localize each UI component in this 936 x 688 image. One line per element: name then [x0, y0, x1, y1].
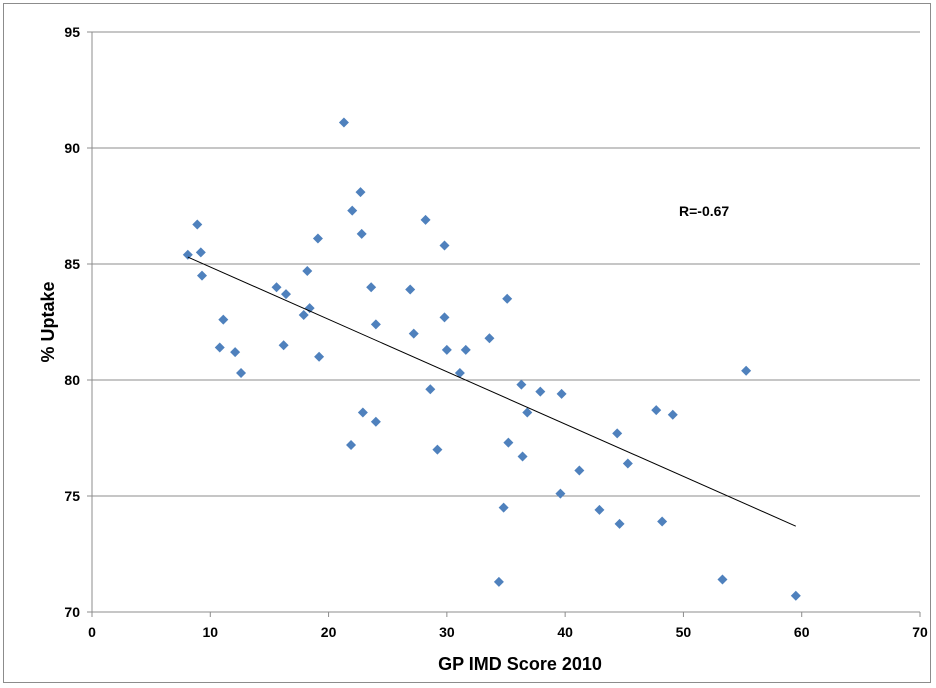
data-point — [498, 502, 509, 513]
x-tick-label: 20 — [321, 624, 337, 640]
data-point — [197, 270, 208, 281]
data-point — [717, 574, 728, 585]
y-tick-label: 85 — [64, 256, 80, 272]
data-point — [356, 228, 367, 239]
data-point — [192, 219, 203, 230]
data-point — [522, 407, 533, 418]
gridlines — [92, 31, 920, 613]
axes — [87, 31, 921, 617]
x-tick-label: 10 — [202, 624, 218, 640]
data-point — [278, 340, 289, 351]
data-point — [408, 328, 419, 339]
data-point — [236, 368, 247, 379]
data-point — [517, 451, 528, 462]
y-tick-labels: 70 75 80 85 90 95 — [64, 24, 80, 620]
x-tick-label: 30 — [439, 624, 455, 640]
data-point — [484, 333, 495, 344]
data-point — [503, 437, 514, 448]
data-point — [612, 428, 623, 439]
data-point — [218, 314, 229, 325]
x-tick-label: 70 — [912, 624, 928, 640]
data-point — [302, 265, 313, 276]
data-point — [280, 289, 291, 300]
data-point — [535, 386, 546, 397]
data-point — [346, 439, 357, 450]
y-tick-label: 90 — [64, 140, 80, 156]
x-tick-label: 50 — [676, 624, 692, 640]
data-point — [460, 344, 471, 355]
data-point — [622, 458, 633, 469]
data-point — [370, 416, 381, 427]
data-point — [347, 205, 358, 216]
y-axis-title: % Uptake — [38, 281, 58, 362]
correlation-annotation: R=-0.67 — [679, 203, 729, 219]
data-point — [493, 576, 504, 587]
data-point — [614, 518, 625, 529]
x-tick-labels: 0 10 20 30 40 50 60 70 — [88, 624, 928, 640]
trendline — [187, 256, 797, 527]
data-point — [214, 342, 225, 353]
data-point — [454, 368, 465, 379]
data-point — [741, 365, 752, 376]
x-tick-label: 40 — [557, 624, 573, 640]
y-tick-label: 75 — [64, 488, 80, 504]
data-point — [657, 516, 668, 527]
data-point — [556, 388, 567, 399]
data-point — [555, 488, 566, 499]
data-point — [439, 240, 450, 251]
data-point — [516, 379, 527, 390]
data-point — [298, 310, 309, 321]
y-tick-label: 95 — [64, 24, 80, 40]
data-point — [366, 282, 377, 293]
data-point — [439, 312, 450, 323]
y-tick-label: 70 — [64, 604, 80, 620]
data-point — [195, 247, 206, 258]
data-point — [667, 409, 678, 420]
data-point — [314, 351, 325, 362]
data-point — [502, 293, 513, 304]
data-point — [425, 384, 436, 395]
x-tick-label: 0 — [88, 624, 96, 640]
data-point — [405, 284, 416, 295]
data-point — [355, 187, 366, 198]
data-point — [357, 407, 368, 418]
data-point — [651, 405, 662, 416]
data-point — [432, 444, 443, 455]
data-point — [304, 303, 315, 314]
data-points — [182, 117, 801, 601]
data-point — [338, 117, 349, 128]
x-tick-label: 60 — [794, 624, 810, 640]
data-point — [271, 282, 282, 293]
data-point — [790, 590, 801, 601]
data-point — [370, 319, 381, 330]
data-point — [230, 347, 241, 358]
data-point — [312, 233, 323, 244]
data-point — [594, 504, 605, 515]
data-point — [182, 249, 193, 260]
data-point — [574, 465, 585, 476]
data-point — [441, 344, 452, 355]
y-tick-label: 80 — [64, 372, 80, 388]
x-axis-title: GP IMD Score 2010 — [438, 654, 602, 674]
data-point — [420, 214, 431, 225]
chart-frame — [3, 3, 931, 683]
